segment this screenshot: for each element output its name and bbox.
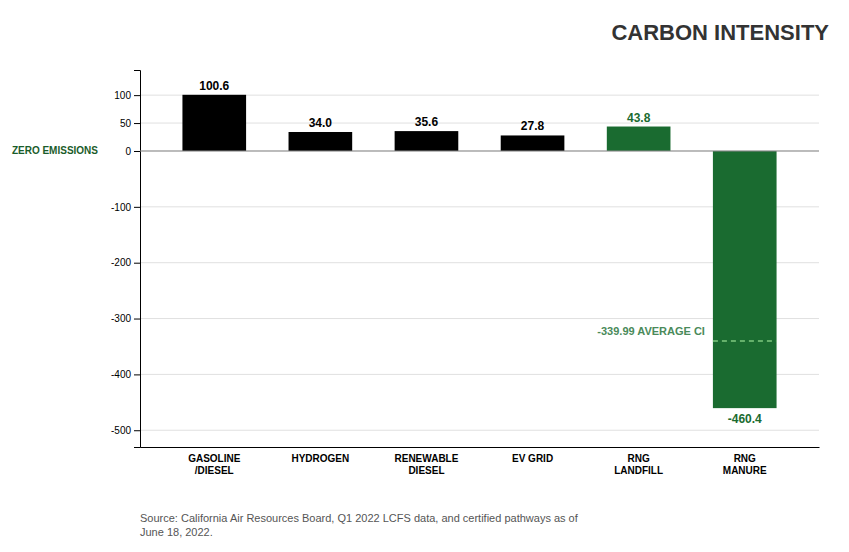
tick-label: 100 (114, 90, 131, 101)
tick: -400 (111, 369, 140, 380)
tick: RNGLANDFILL (614, 453, 663, 476)
tick-label: -200 (111, 257, 131, 268)
labels: 100.6 34.0 35.6 27.8 43.8 -460.4 ZERO EMISSION… (12, 79, 762, 426)
tick-label: -500 (111, 425, 131, 436)
bar (395, 131, 459, 151)
marks (140, 95, 819, 408)
y-axis: 100 50 0 -100 -200 -300 -400 -500 (111, 71, 141, 448)
tick-label: -100 (111, 202, 131, 213)
tick: GASOLINE/DIESEL (188, 453, 241, 476)
tick-label-line: RNG (734, 453, 756, 464)
tick: 100 (114, 90, 140, 101)
tick-label: -400 (111, 369, 131, 380)
bar (182, 95, 246, 151)
data-label: -460.4 (728, 412, 762, 426)
tick-label: 0 (125, 146, 131, 157)
tick-label: GASOLINE/DIESEL (188, 453, 241, 476)
tick-mark (134, 207, 140, 208)
tick-label-line: DIESEL (408, 465, 444, 476)
tick-mark (134, 95, 140, 96)
tick-mark (134, 263, 140, 264)
tick-mark (134, 123, 140, 124)
average-line (713, 340, 777, 342)
bar (501, 135, 565, 151)
tick-label-line: MANURE (723, 465, 767, 476)
tick: -100 (111, 202, 140, 213)
annotation: ZERO EMISSIONS (12, 145, 98, 156)
tick-mark (134, 374, 140, 375)
tick-label-line: HYDROGEN (291, 453, 349, 464)
grid-line (140, 430, 819, 431)
tick-mark (134, 151, 140, 152)
tick: RENEWABLEDIESEL (395, 453, 459, 476)
tick: -300 (111, 313, 140, 324)
grid-line (140, 150, 819, 151)
annotation: -339.99 AVERAGE CI (597, 325, 705, 337)
tick: EV GRID (512, 453, 553, 464)
tick: -500 (111, 425, 140, 436)
tick-label: EV GRID (512, 453, 553, 464)
tick: 0 (125, 146, 140, 157)
tick-label-line: EV GRID (512, 453, 553, 464)
tick-label-line: RNG (628, 453, 650, 464)
data-label: 35.6 (415, 115, 439, 129)
data-label: 100.6 (199, 79, 229, 93)
title: CARBON INTENSITY (611, 20, 829, 45)
tick-label-line: RENEWABLE (395, 453, 459, 464)
tick: -200 (111, 257, 140, 268)
bar (713, 151, 777, 408)
tick: HYDROGEN (291, 453, 349, 464)
axis-domain (141, 447, 820, 448)
source-line: June 18, 2022. (140, 526, 213, 538)
source-line: Source: California Air Resources Board, … (140, 512, 579, 524)
bar (607, 127, 671, 151)
plot: 100 50 0 -100 -200 -300 -400 -500 GASOLINE/DIESE… (12, 71, 820, 476)
tick-label: RENEWABLEDIESEL (395, 453, 459, 476)
axis-domain (134, 71, 141, 448)
tick-mark (134, 430, 140, 431)
tick: 50 (120, 118, 140, 129)
data-label: 43.8 (627, 111, 651, 125)
chart: CARBON INTENSITY 100 50 0 -100 -200 -300 -400 -5… (0, 0, 849, 552)
grid (140, 95, 819, 430)
tick-label: HYDROGEN (291, 453, 349, 464)
zero-line (140, 150, 819, 151)
tick: RNGMANURE (723, 453, 767, 476)
bar (289, 132, 353, 151)
tick-label-line: /DIESEL (195, 465, 234, 476)
tick-label: 50 (120, 118, 132, 129)
tick-label: -300 (111, 313, 131, 324)
source: Source: California Air Resources Board, … (140, 512, 579, 538)
tick-label-line: LANDFILL (614, 465, 663, 476)
tick-label: RNGMANURE (723, 453, 767, 476)
data-label: 27.8 (521, 119, 545, 133)
data-label: 34.0 (309, 116, 333, 130)
x-axis: GASOLINE/DIESEL HYDROGEN RENEWABLEDIESEL EV… (141, 448, 820, 476)
tick-label: RNGLANDFILL (614, 453, 663, 476)
tick-mark (134, 319, 140, 320)
tick-label-line: GASOLINE (188, 453, 241, 464)
